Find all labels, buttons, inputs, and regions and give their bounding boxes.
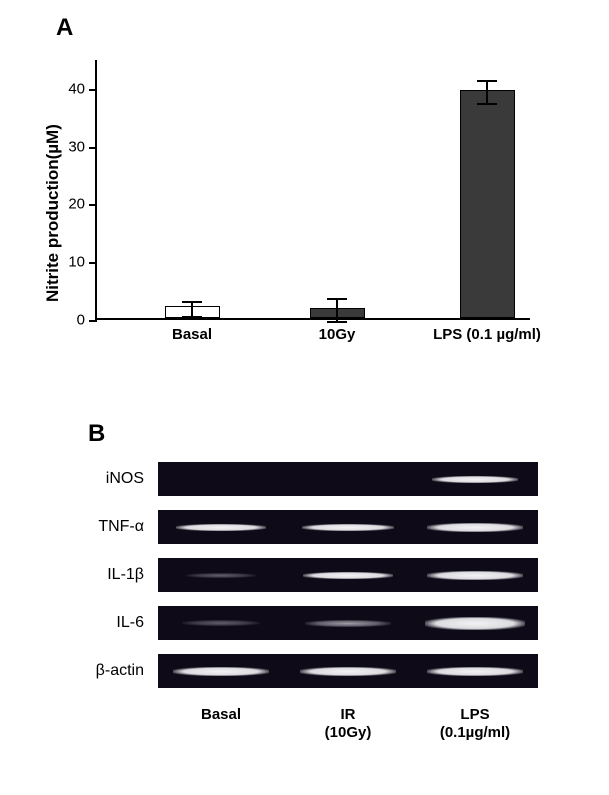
gel-band bbox=[173, 667, 269, 676]
gel-col-label: Basal bbox=[201, 706, 241, 723]
errorbar-cap bbox=[477, 80, 497, 82]
errorbar-line bbox=[486, 80, 488, 103]
gel-row-label: iNOS bbox=[106, 470, 158, 488]
gel-band bbox=[303, 572, 393, 579]
gel-row-label: IL-6 bbox=[116, 614, 158, 632]
gel-row-label: β-actin bbox=[96, 662, 158, 680]
gel-track bbox=[158, 558, 538, 592]
chart-ylabel: Nitrite production(µM) bbox=[43, 124, 63, 302]
gel-band bbox=[427, 523, 523, 532]
gel-track bbox=[158, 462, 538, 496]
ytick-label: 0 bbox=[77, 312, 97, 329]
gel-band bbox=[425, 617, 525, 630]
chart-xlabel: LPS (0.1 µg/ml) bbox=[433, 318, 541, 343]
chart-bar bbox=[460, 90, 515, 318]
gel-col-sublabel: (0.1µg/ml) bbox=[440, 724, 510, 741]
errorbar-cap bbox=[182, 301, 202, 303]
panel-a-chart: 010203040Basal10GyLPS (0.1 µg/ml) Nitrit… bbox=[0, 0, 560, 370]
gel-row-label: IL-1β bbox=[107, 566, 158, 584]
gel-band bbox=[305, 620, 391, 627]
panel-b-label: B bbox=[88, 420, 105, 448]
errorbar-cap bbox=[477, 103, 497, 105]
gel-track bbox=[158, 606, 538, 640]
gel-col-label: IR bbox=[341, 706, 356, 723]
errorbar-line bbox=[191, 301, 193, 316]
gel-band bbox=[302, 524, 394, 531]
gel-band bbox=[427, 667, 523, 676]
chart-plot-area: 010203040Basal10GyLPS (0.1 µg/ml) bbox=[95, 60, 530, 320]
gel-track bbox=[158, 510, 538, 544]
gel-row: TNF-α bbox=[158, 510, 538, 544]
ytick-label: 20 bbox=[68, 196, 97, 213]
gel-band bbox=[176, 524, 266, 531]
gel-row: IL-1β bbox=[158, 558, 538, 592]
gel-band bbox=[186, 573, 256, 578]
gel-band bbox=[300, 667, 396, 676]
gel-row: iNOS bbox=[158, 462, 538, 496]
ytick-label: 40 bbox=[68, 80, 97, 97]
gel-band bbox=[182, 620, 260, 626]
gel-band bbox=[432, 476, 518, 483]
gel-col-sublabel: (10Gy) bbox=[325, 724, 372, 741]
errorbar-cap bbox=[327, 298, 347, 300]
chart-xlabel: Basal bbox=[172, 318, 212, 343]
gel-row: β-actin bbox=[158, 654, 538, 688]
ytick-label: 10 bbox=[68, 254, 97, 271]
chart-xlabel: 10Gy bbox=[319, 318, 356, 343]
gel-band bbox=[427, 571, 523, 580]
gel-row: IL-6 bbox=[158, 606, 538, 640]
gel-row-label: TNF-α bbox=[98, 518, 158, 536]
gel-track bbox=[158, 654, 538, 688]
ytick-label: 30 bbox=[68, 138, 97, 155]
gel-col-label: LPS bbox=[460, 706, 489, 723]
